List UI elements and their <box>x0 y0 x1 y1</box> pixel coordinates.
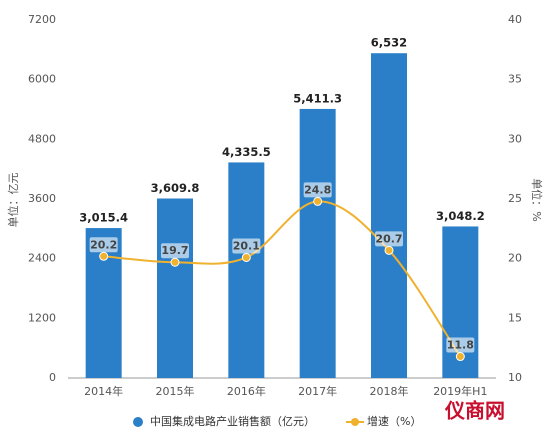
y-tick-label: 2400 <box>28 252 56 265</box>
y-tick-label: 0 <box>49 371 56 384</box>
line-label-bg <box>232 238 261 254</box>
bar-value-label: 4,335.5 <box>222 145 271 159</box>
line-label-bg <box>303 182 332 198</box>
line-value-label: 20.7 <box>375 232 402 245</box>
y2-tick-label: 30 <box>508 132 522 145</box>
line-marker <box>99 251 109 261</box>
watermark: 仪商网 <box>444 399 505 423</box>
line-value-label: 20.2 <box>90 238 117 251</box>
y-tick-label: 3600 <box>28 192 56 205</box>
line-marker <box>455 352 465 362</box>
y2-tick-label: 25 <box>508 192 522 205</box>
bar-value-label: 3,048.2 <box>436 209 485 223</box>
y2-axis-label: 单位：% <box>530 178 544 221</box>
x-tick-label: 2016年 <box>227 384 266 398</box>
y-tick-label: 4800 <box>28 132 56 145</box>
x-tick-label: 2017年 <box>298 384 337 398</box>
line-value-label: 11.8 <box>447 339 474 352</box>
y-tick-label: 1200 <box>28 311 56 324</box>
x-tick-label: 2018年 <box>370 384 409 398</box>
y2-tick-label: 40 <box>508 13 522 26</box>
x-tick-label: 2014年 <box>84 384 123 398</box>
y2-tick-label: 15 <box>508 311 522 324</box>
legend-swatch <box>133 417 143 427</box>
legend-swatch <box>351 418 359 426</box>
y2-tick-label: 35 <box>508 73 522 86</box>
y-tick-label: 7200 <box>28 13 56 26</box>
line-label-bg <box>375 231 403 247</box>
line-value-label: 20.1 <box>233 239 260 252</box>
line-label-bg <box>446 337 475 353</box>
line-label-bg <box>161 243 189 259</box>
line-marker <box>313 196 323 206</box>
line-marker <box>241 252 251 262</box>
bar-value-label: 3,015.4 <box>79 211 128 225</box>
line-value-label: 24.8 <box>304 183 331 196</box>
legend-label: 增速（%） <box>367 414 421 428</box>
y-tick-label: 6000 <box>28 73 56 86</box>
y-axis-label: 单位：亿元 <box>6 173 20 228</box>
line-marker <box>170 257 180 267</box>
line-label-bg <box>89 237 118 253</box>
bar-value-label: 3,609.8 <box>151 181 200 195</box>
x-tick-label: 2019年H1 <box>433 384 487 398</box>
bar-value-label: 5,411.3 <box>293 91 342 105</box>
bar <box>371 53 407 378</box>
legend-label: 中国集成电路产业销售额（亿元） <box>150 414 315 428</box>
x-tick-label: 2015年 <box>156 384 195 398</box>
bar <box>157 198 193 378</box>
y2-tick-label: 10 <box>508 371 522 384</box>
bar-value-label: 6,532 <box>371 36 407 50</box>
bar <box>228 162 265 378</box>
line-marker <box>384 245 394 255</box>
bar <box>299 108 336 378</box>
y2-tick-label: 20 <box>508 252 522 265</box>
line-value-label: 19.7 <box>161 244 188 257</box>
